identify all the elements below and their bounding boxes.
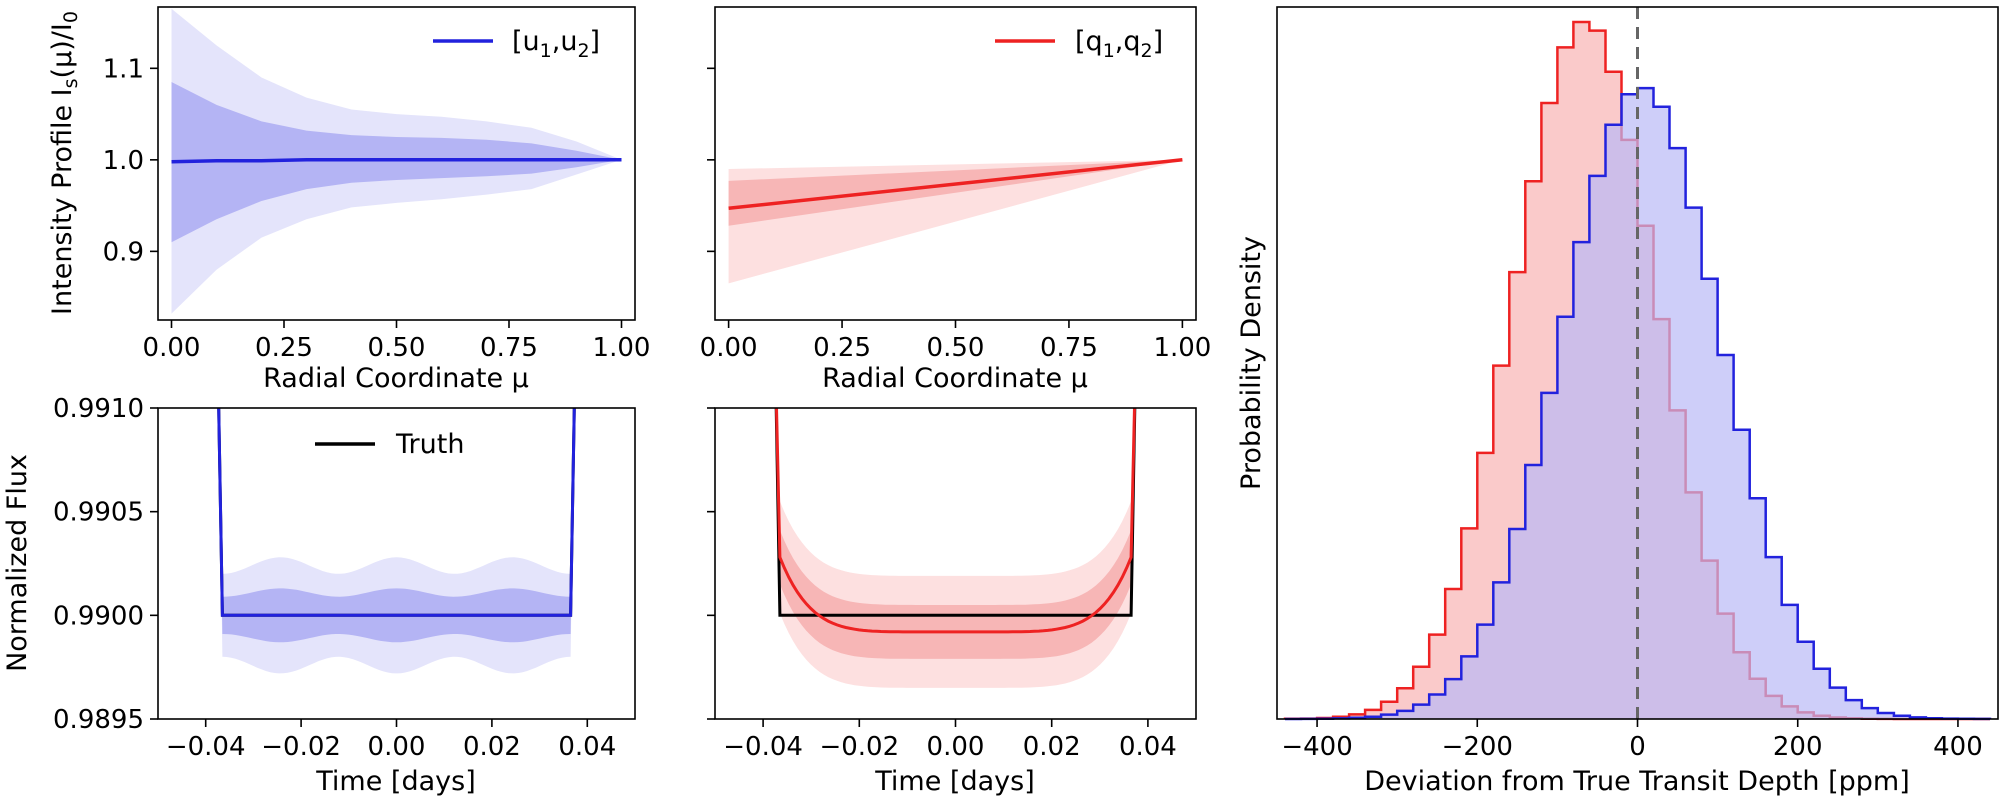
intensity_q-xtick-label: 0.25 [813,333,871,363]
lightcurve_u-ytick-label: 0.9905 [53,498,144,528]
intensity_u-xtick-label: 0.75 [480,333,538,363]
lightcurve-u-ylabel: Normalized Flux [2,454,33,672]
lightcurve_u-xtick-label: −0.02 [261,732,341,762]
lightcurve_u-xtick-label: 0.02 [463,732,521,762]
histogram-series [1283,7,1992,721]
lightcurve_q-xtick-label: 0.00 [927,732,985,762]
intensity_q-inner-band [728,159,1183,226]
histogram-xtick-label: 200 [1773,732,1823,762]
intensity-u-ticks: 0.00 0.25 0.50 0.75 1.00 0.9 1.0 1.1 [103,54,651,363]
histogram-xtick-label: 400 [1933,732,1983,762]
panel-lightcurve-u: −0.04 −0.02 0.00 0.02 0.04 0.9895 0.9900 0.9905… [2,394,636,797]
intensity-q-bands [728,158,1183,284]
histogram-ticks: −400 −200 0 200 400 [1281,719,1983,762]
intensity-u-xlabel: Radial Coordinate μ [263,363,529,394]
intensity-u-legend: [u1,u2] [433,26,600,62]
histogram-xtick-label: −200 [1442,732,1513,762]
lightcurve_u-ytick-label: 0.9910 [53,394,144,424]
lightcurve-q-bands [774,408,1137,688]
intensity_u-xtick-label: 0.50 [368,333,426,363]
intensity-q-legend: [q1,q2] [995,26,1163,62]
lightcurve_q-xtick-label: 0.02 [1023,732,1081,762]
lightcurve_u-xtick-label: 0.04 [558,732,616,762]
lightcurve_u-median-line [217,408,576,617]
lightcurve_u-ytick-label: 0.9900 [53,601,144,631]
intensity_u-xtick-label: 0.25 [255,333,313,363]
panel-intensity-u: 0.00 0.25 0.50 0.75 1.00 0.9 1.0 1.1 Radial Coo… [47,6,651,394]
histogram-xlabel: Deviation from True Transit Depth [ppm] [1364,766,1910,797]
panel-lightcurve-q: −0.04 −0.02 0.00 0.02 0.04 Time [days] [707,407,1197,797]
intensity_q-xtick-label: 0.50 [927,333,985,363]
lightcurve_q-xtick-label: −0.04 [723,732,803,762]
lightcurve_u-ytick-label: 0.9895 [53,705,144,735]
intensity_u-median-line [171,158,622,164]
histogram-ylabel: Probability Density [1236,236,1267,490]
panel-histogram: −400 −200 0 200 400 Deviation from True Tran… [1236,6,1999,797]
lightcurve-u-xlabel: Time [days] [315,766,475,797]
intensity-u-bands [171,8,622,314]
lightcurve-q-ticks: −0.04 −0.02 0.00 0.02 0.04 [707,407,1177,762]
intensity_u-ytick-label: 1.1 [103,54,144,84]
lightcurve_u-xtick-label: 0.00 [368,732,426,762]
panel-intensity-q: 0.00 0.25 0.50 0.75 1.00 Radial Coordinate μ… [700,6,1211,394]
intensity_u-inner-band [171,82,622,243]
legend-label-u: [u1,u2] [512,26,600,62]
lightcurve_q-median-line [775,408,1136,634]
histogram-fill-blue [1285,88,1990,720]
intensity_q-xtick-label: 0.00 [700,333,758,363]
histogram-xtick-label: −400 [1281,732,1352,762]
lightcurve-u-ticks: −0.04 −0.02 0.00 0.02 0.04 0.9895 0.9900 0.9905… [53,394,616,762]
legend-label-truth: Truth [395,429,464,460]
intensity_u-xtick-label: 1.00 [593,333,651,363]
intensity_q-xtick-label: 1.00 [1153,333,1211,363]
intensity_q-median-line [728,158,1183,211]
intensity_q-xtick-label: 0.75 [1040,333,1098,363]
legend-label-q: [q1,q2] [1075,26,1163,62]
lightcurve-q-xlabel: Time [days] [874,766,1034,797]
intensity_u-ytick-label: 0.9 [103,237,144,267]
intensity-q-ticks: 0.00 0.25 0.50 0.75 1.00 [700,67,1211,363]
lightcurve_u-xtick-label: −0.04 [166,732,246,762]
intensity_u-ytick-label: 1.0 [103,146,144,176]
intensity-q-xlabel: Radial Coordinate μ [822,363,1088,394]
intensity_u-xtick-label: 0.00 [143,333,201,363]
intensity-u-ylabel: Intensity Profile Is(μ)/I0 [47,11,82,315]
lightcurve-u-legend: Truth [315,429,464,460]
lightcurve_q-inner-band [776,408,1135,659]
lightcurve_q-xtick-label: 0.04 [1119,732,1177,762]
histogram-xtick-label: 0 [1629,732,1646,762]
lightcurve_u-inner-band [218,408,575,643]
lightcurve_q-truth-line [774,408,1137,617]
lightcurve_q-xtick-label: −0.02 [819,732,899,762]
lightcurve-u-bands [217,408,576,674]
